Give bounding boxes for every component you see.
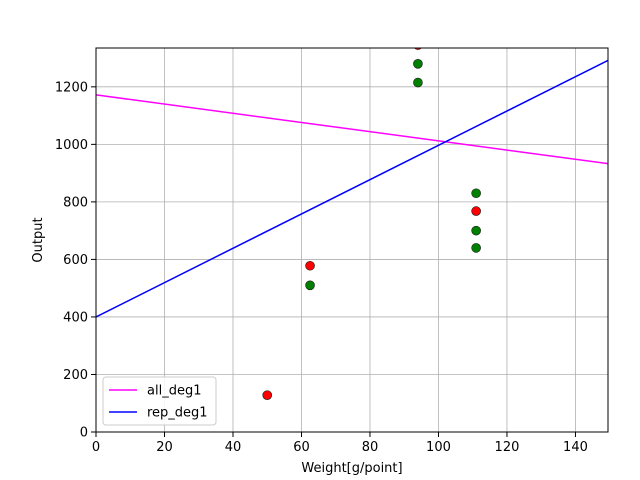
y-tick-label: 600 bbox=[63, 253, 88, 268]
y-axis-label: Output bbox=[31, 217, 46, 262]
x-tick-label: 80 bbox=[362, 440, 379, 455]
x-tick-label: 100 bbox=[426, 440, 451, 455]
data-point bbox=[471, 225, 481, 236]
data-point bbox=[471, 206, 481, 216]
y-tick-label: 1200 bbox=[55, 80, 88, 95]
data-point bbox=[413, 77, 423, 88]
data-point bbox=[471, 243, 481, 253]
series-line-all_deg1 bbox=[96, 94, 608, 165]
y-tick-label: 0 bbox=[80, 426, 88, 441]
x-tick-label: 20 bbox=[156, 440, 173, 455]
y-tick-label: 200 bbox=[63, 368, 88, 383]
legend-box bbox=[102, 376, 217, 426]
series-line-rep_deg1 bbox=[96, 59, 608, 318]
plot-frame bbox=[95, 47, 609, 433]
data-point bbox=[471, 188, 481, 199]
x-axis-label: Weight[g/point] bbox=[301, 461, 402, 476]
y-tick-label: 1000 bbox=[55, 138, 88, 153]
x-tick-label: 140 bbox=[563, 440, 588, 455]
data-point bbox=[305, 260, 315, 271]
x-tick-label: 40 bbox=[225, 440, 242, 455]
x-tick-label: 120 bbox=[495, 440, 520, 455]
axis-ticks: 0 20 40 60 80 100 120 140 0 200 400 600 800 1000 1200 bbox=[55, 80, 588, 455]
y-tick-label: 800 bbox=[63, 195, 88, 210]
data-point bbox=[413, 59, 423, 69]
x-tick-label: 0 bbox=[92, 440, 100, 455]
data-point bbox=[305, 280, 315, 291]
legend-label: rep_deg1 bbox=[147, 406, 208, 421]
x-tick-label: 60 bbox=[293, 440, 310, 455]
data-points bbox=[262, 48, 481, 400]
series-lines bbox=[96, 59, 608, 318]
legend-label: all_deg1 bbox=[147, 384, 201, 399]
y-tick-label: 400 bbox=[63, 310, 88, 325]
legend: all_deg1 rep_deg1 bbox=[102, 376, 217, 426]
grid bbox=[95, 48, 608, 433]
data-point bbox=[262, 390, 273, 400]
